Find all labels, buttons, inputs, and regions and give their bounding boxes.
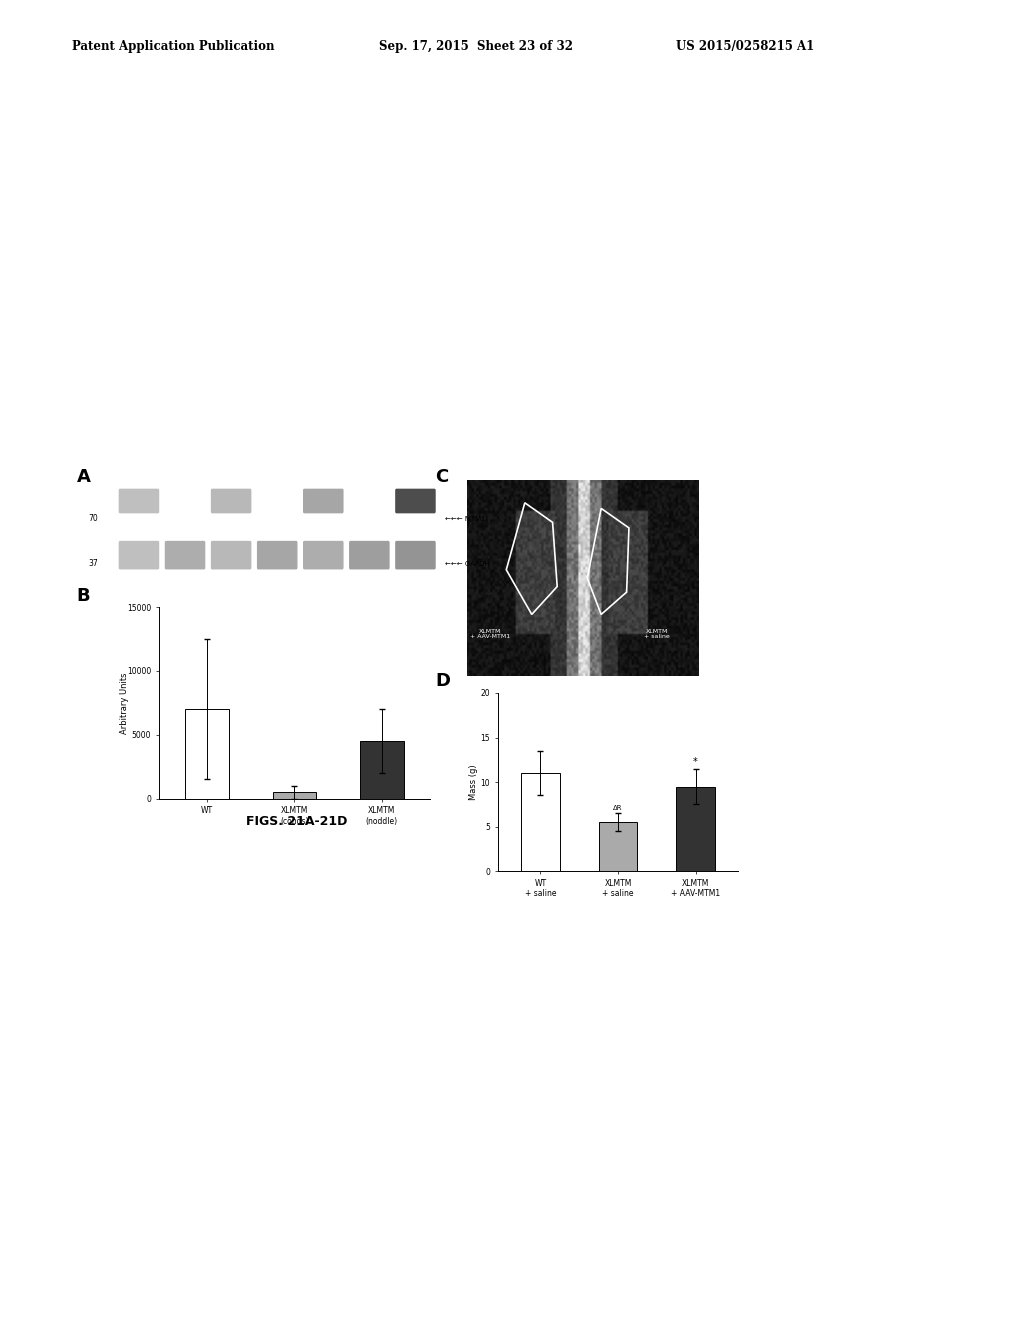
Text: B: B: [77, 586, 90, 605]
Text: C: C: [435, 467, 449, 486]
FancyBboxPatch shape: [303, 488, 343, 513]
FancyBboxPatch shape: [257, 541, 297, 569]
Bar: [272, 792, 316, 799]
Text: 7: 7: [415, 482, 420, 488]
Text: 4: 4: [276, 482, 282, 488]
FancyBboxPatch shape: [211, 488, 252, 513]
FancyBboxPatch shape: [119, 541, 160, 569]
Text: 2: 2: [184, 482, 189, 488]
Text: FIGS. 21A-21D: FIGS. 21A-21D: [247, 814, 347, 828]
Text: Patent Application Publication: Patent Application Publication: [72, 40, 274, 53]
Bar: [599, 822, 637, 871]
Bar: [360, 741, 403, 799]
Bar: [185, 709, 228, 799]
FancyBboxPatch shape: [165, 541, 205, 569]
Text: *: *: [693, 758, 698, 767]
Text: A: A: [77, 467, 91, 486]
Text: D: D: [435, 672, 451, 690]
FancyBboxPatch shape: [395, 488, 435, 513]
FancyBboxPatch shape: [349, 541, 389, 569]
Text: ←←← GAPDH: ←←← GAPDH: [445, 561, 490, 566]
FancyBboxPatch shape: [303, 541, 343, 569]
Text: ΔR: ΔR: [613, 805, 623, 810]
Text: XLMTM
+ AAV-MTM1: XLMTM + AAV-MTM1: [470, 628, 510, 639]
FancyBboxPatch shape: [395, 541, 435, 569]
Text: 1: 1: [138, 482, 143, 488]
Text: 70: 70: [88, 515, 98, 523]
Y-axis label: Mass (g): Mass (g): [469, 764, 477, 800]
Y-axis label: Arbitrary Units: Arbitrary Units: [120, 672, 129, 734]
Text: US 2015/0258215 A1: US 2015/0258215 A1: [676, 40, 814, 53]
FancyBboxPatch shape: [211, 541, 252, 569]
Text: 37: 37: [88, 560, 98, 568]
Text: 6: 6: [369, 482, 374, 488]
Text: 5: 5: [323, 482, 328, 488]
Text: XLMTM
+ saline: XLMTM + saline: [644, 628, 670, 639]
Bar: [676, 787, 715, 871]
Text: 3: 3: [230, 482, 236, 488]
FancyBboxPatch shape: [119, 488, 160, 513]
Text: Sep. 17, 2015  Sheet 23 of 32: Sep. 17, 2015 Sheet 23 of 32: [379, 40, 572, 53]
Text: ←←← MTM1: ←←← MTM1: [445, 516, 486, 521]
Bar: [521, 774, 560, 871]
